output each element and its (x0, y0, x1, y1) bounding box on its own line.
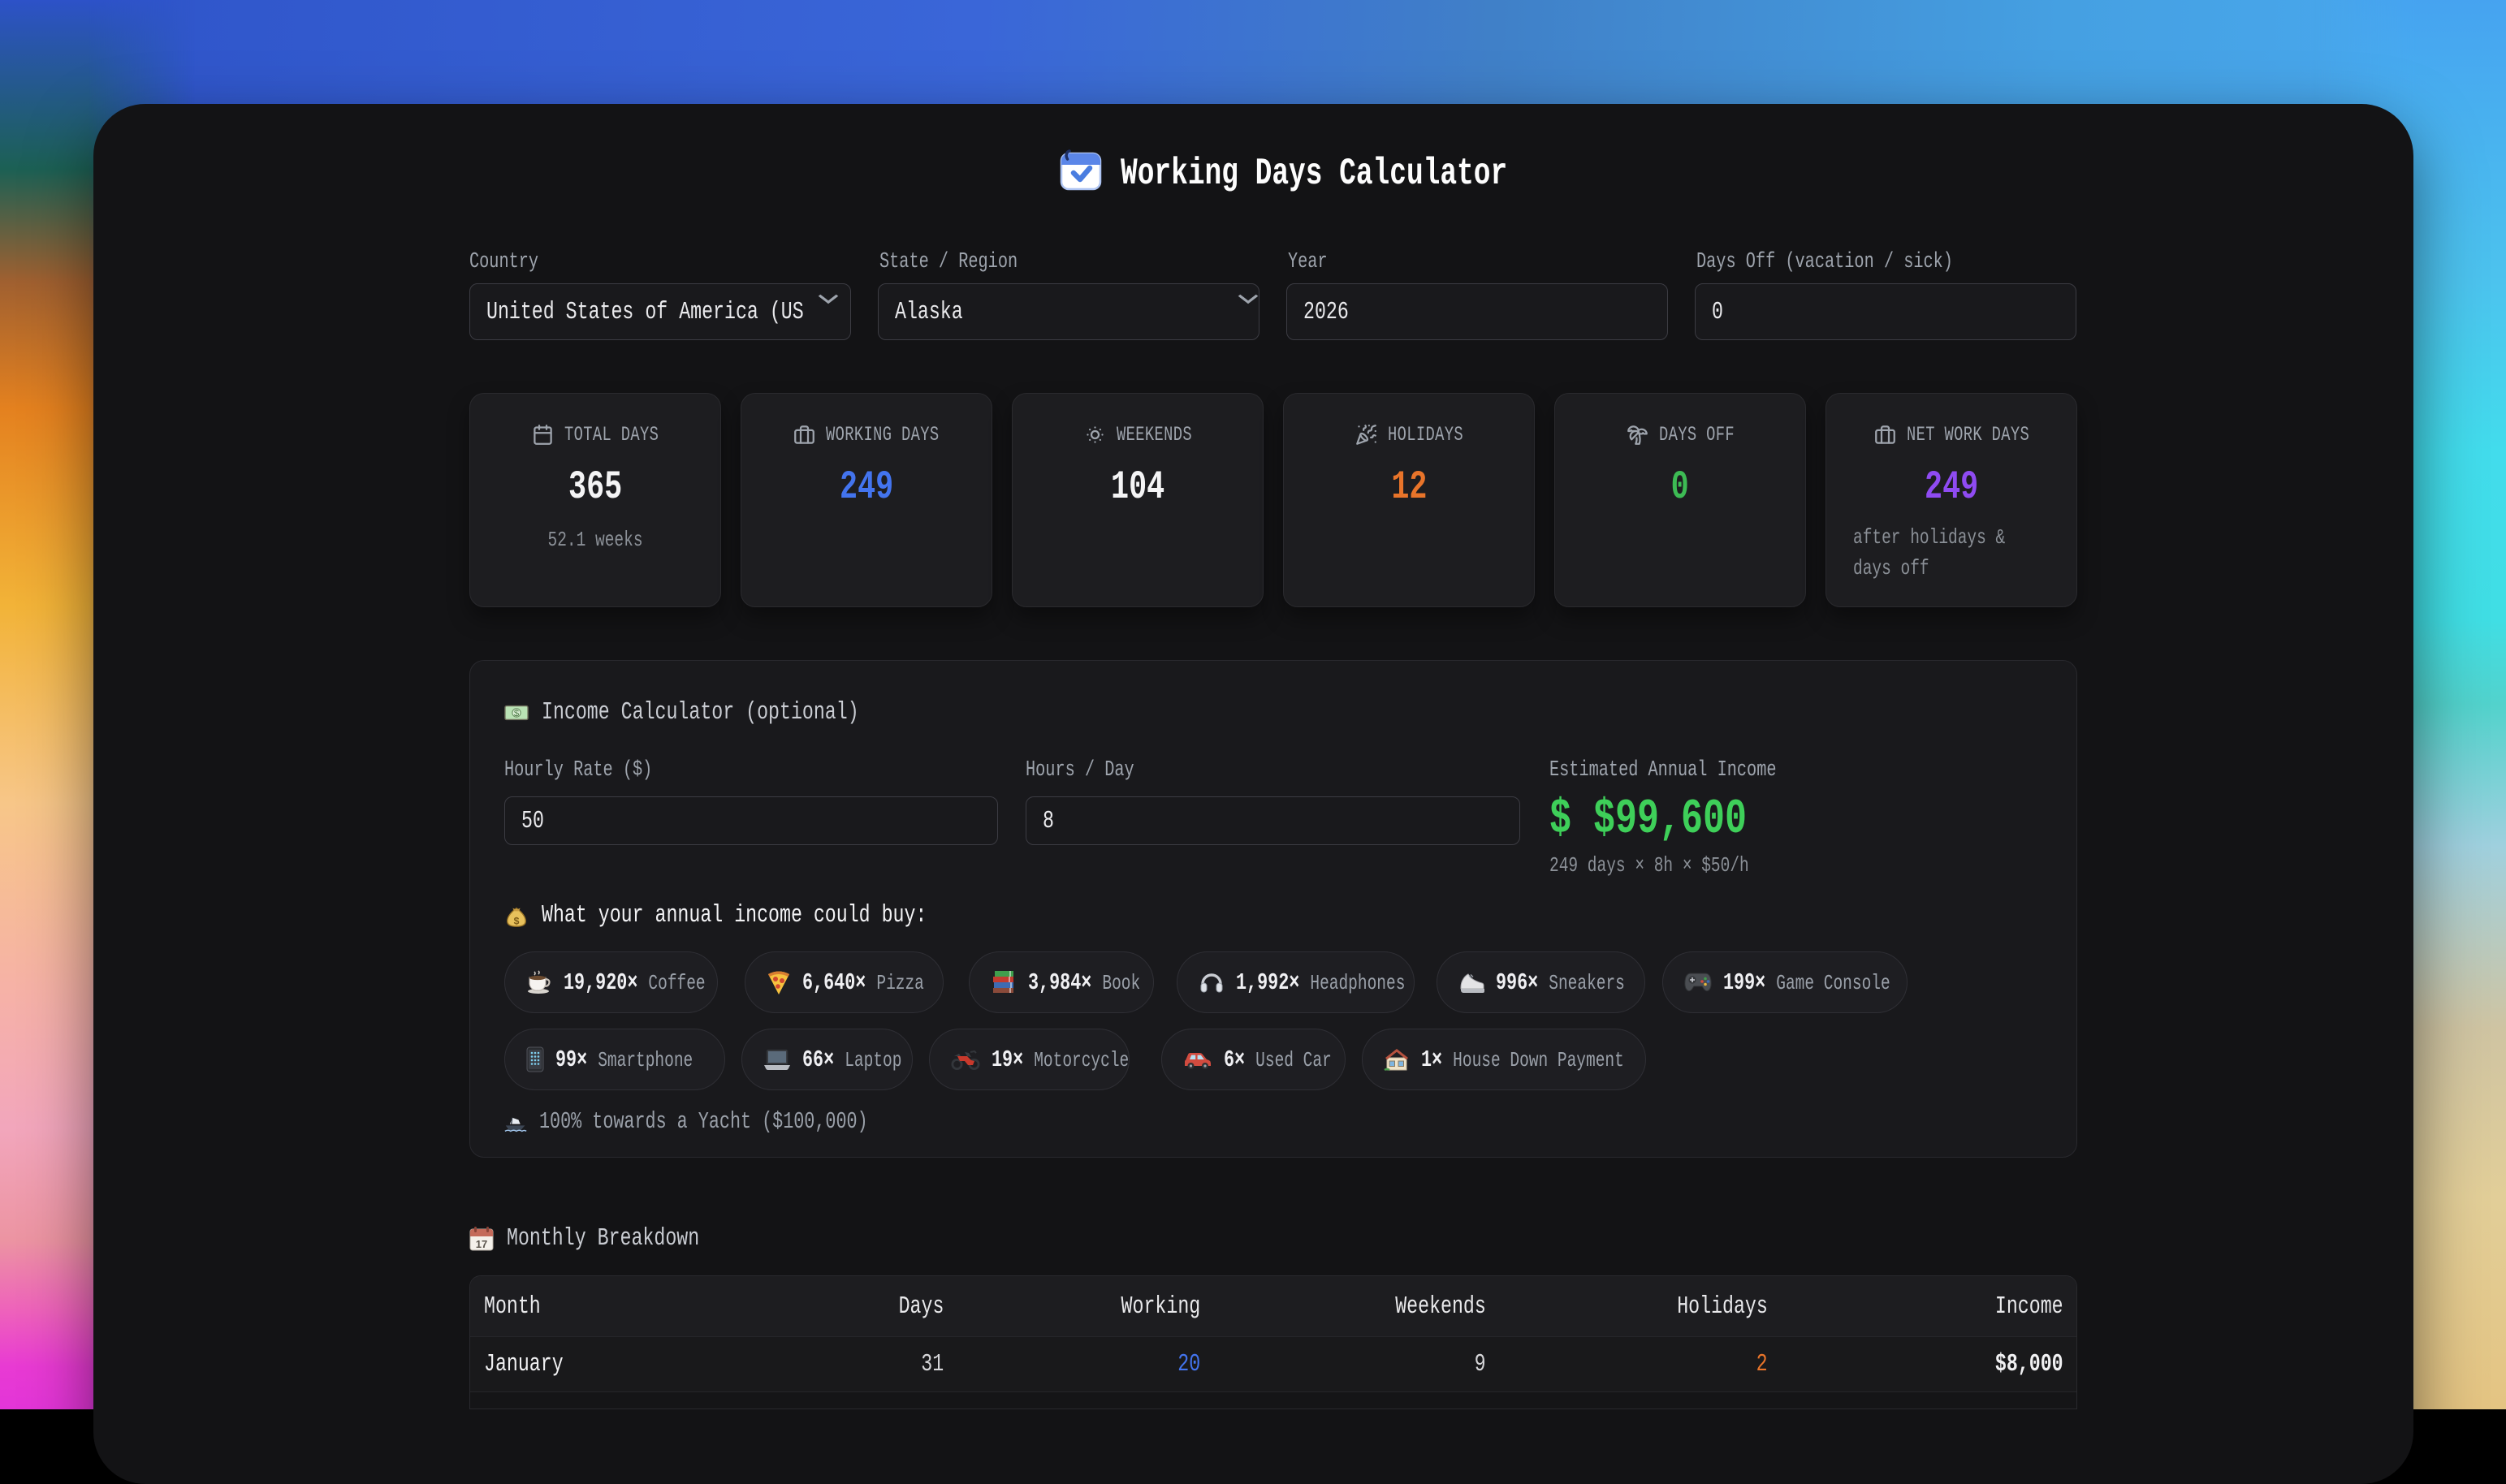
svg-text:$: $ (514, 709, 520, 718)
svg-text:$: $ (514, 915, 520, 926)
svg-text:17: 17 (476, 1238, 487, 1250)
